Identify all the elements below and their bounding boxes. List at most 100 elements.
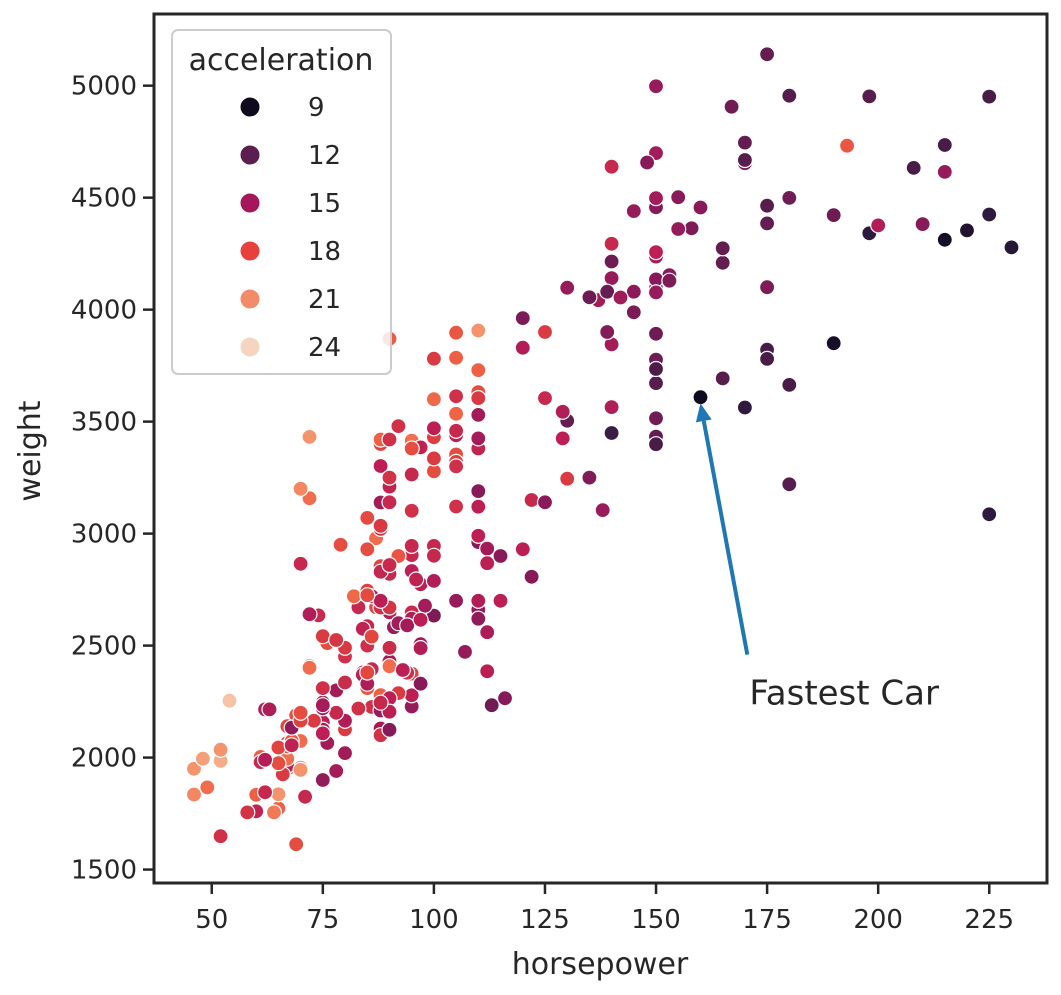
data-point	[670, 220, 687, 238]
data-point	[470, 527, 487, 544]
points-layer	[185, 46, 1020, 853]
data-point	[492, 547, 509, 565]
data-point	[359, 509, 376, 527]
data-point	[359, 587, 376, 604]
data-point	[781, 376, 798, 393]
data-point	[448, 349, 465, 366]
data-point	[372, 694, 389, 711]
data-point	[958, 222, 976, 239]
data-point	[448, 405, 465, 422]
data-point	[683, 220, 700, 237]
data-point	[328, 762, 345, 780]
data-point	[314, 628, 331, 645]
data-point	[514, 310, 531, 327]
data-point	[514, 541, 531, 558]
annotation: Fastest Car	[695, 403, 939, 714]
data-point	[758, 279, 776, 296]
data-point	[212, 828, 229, 845]
data-point	[647, 410, 665, 427]
x-tick-label: 100	[409, 905, 459, 935]
data-point	[603, 253, 620, 270]
data-point	[456, 643, 474, 661]
data-point	[212, 741, 229, 758]
data-point	[328, 631, 345, 649]
data-point	[301, 428, 318, 445]
data-point	[936, 231, 953, 248]
data-point	[625, 283, 642, 300]
legend: acceleration 9 12 15 18 21 24	[171, 29, 392, 375]
data-point	[638, 154, 656, 171]
data-point	[425, 547, 442, 564]
data-point	[603, 270, 620, 287]
data-point	[554, 430, 571, 447]
data-point	[372, 517, 389, 534]
data-point	[479, 624, 496, 641]
data-point	[381, 431, 398, 448]
annotation-label: Fastest Car	[749, 674, 939, 714]
data-point	[394, 661, 411, 679]
y-tick-label: 3000	[71, 520, 137, 550]
legend-title: acceleration	[189, 43, 374, 78]
data-point	[647, 284, 665, 301]
data-point	[381, 556, 398, 574]
y-tick-label: 4000	[71, 296, 137, 326]
data-point	[594, 502, 611, 519]
data-point	[647, 375, 665, 392]
data-point	[603, 158, 620, 175]
data-point	[981, 88, 998, 105]
data-point	[554, 403, 571, 420]
data-point	[599, 323, 616, 341]
data-point	[581, 289, 598, 306]
data-point	[723, 98, 740, 115]
data-point	[479, 663, 496, 680]
data-point	[328, 704, 345, 721]
data-point	[448, 324, 465, 341]
data-point	[647, 244, 665, 261]
data-point	[412, 611, 429, 628]
data-point	[448, 388, 465, 405]
data-point	[905, 159, 922, 176]
data-point	[470, 362, 487, 379]
y-axis-ticks: 1500 2000 2500 3000 3500 4000 4500 5000	[71, 72, 154, 886]
data-point	[470, 498, 487, 515]
plot-frame	[152, 12, 1049, 885]
data-point	[470, 390, 487, 407]
data-point	[301, 659, 318, 676]
data-point	[270, 786, 287, 803]
data-point	[448, 592, 465, 609]
y-tick-label: 3500	[71, 408, 137, 438]
data-point	[536, 494, 554, 511]
data-point	[408, 571, 425, 588]
data-point	[412, 675, 429, 692]
data-point	[479, 540, 496, 557]
data-point	[603, 424, 620, 442]
x-tick-label: 125	[520, 905, 570, 935]
data-point	[661, 272, 678, 289]
data-point	[350, 700, 367, 717]
y-tick-label: 1500	[71, 856, 137, 886]
data-point	[363, 628, 380, 645]
data-point	[603, 399, 620, 416]
x-tick-label: 225	[964, 905, 1014, 935]
annotation-arrow-head	[695, 403, 712, 423]
data-point	[781, 87, 798, 104]
legend-entries: 9 12 15 18 21 24	[239, 93, 341, 363]
legend-label: 21	[308, 285, 341, 315]
x-axis-ticks: 50 75 100 125 150 175 200 225	[195, 883, 1014, 935]
data-point	[292, 555, 309, 572]
data-point	[825, 207, 842, 224]
data-point	[670, 189, 687, 206]
y-tick-label: 4500	[71, 184, 137, 214]
data-point	[314, 679, 331, 697]
legend-marker	[239, 96, 261, 118]
data-point	[470, 406, 487, 423]
data-point	[425, 572, 442, 590]
data-point	[625, 203, 642, 220]
legend-marker	[239, 192, 261, 214]
data-point	[936, 136, 953, 154]
data-point	[257, 784, 274, 801]
data-point	[336, 674, 354, 691]
data-point	[758, 350, 776, 367]
data-point	[523, 568, 540, 585]
